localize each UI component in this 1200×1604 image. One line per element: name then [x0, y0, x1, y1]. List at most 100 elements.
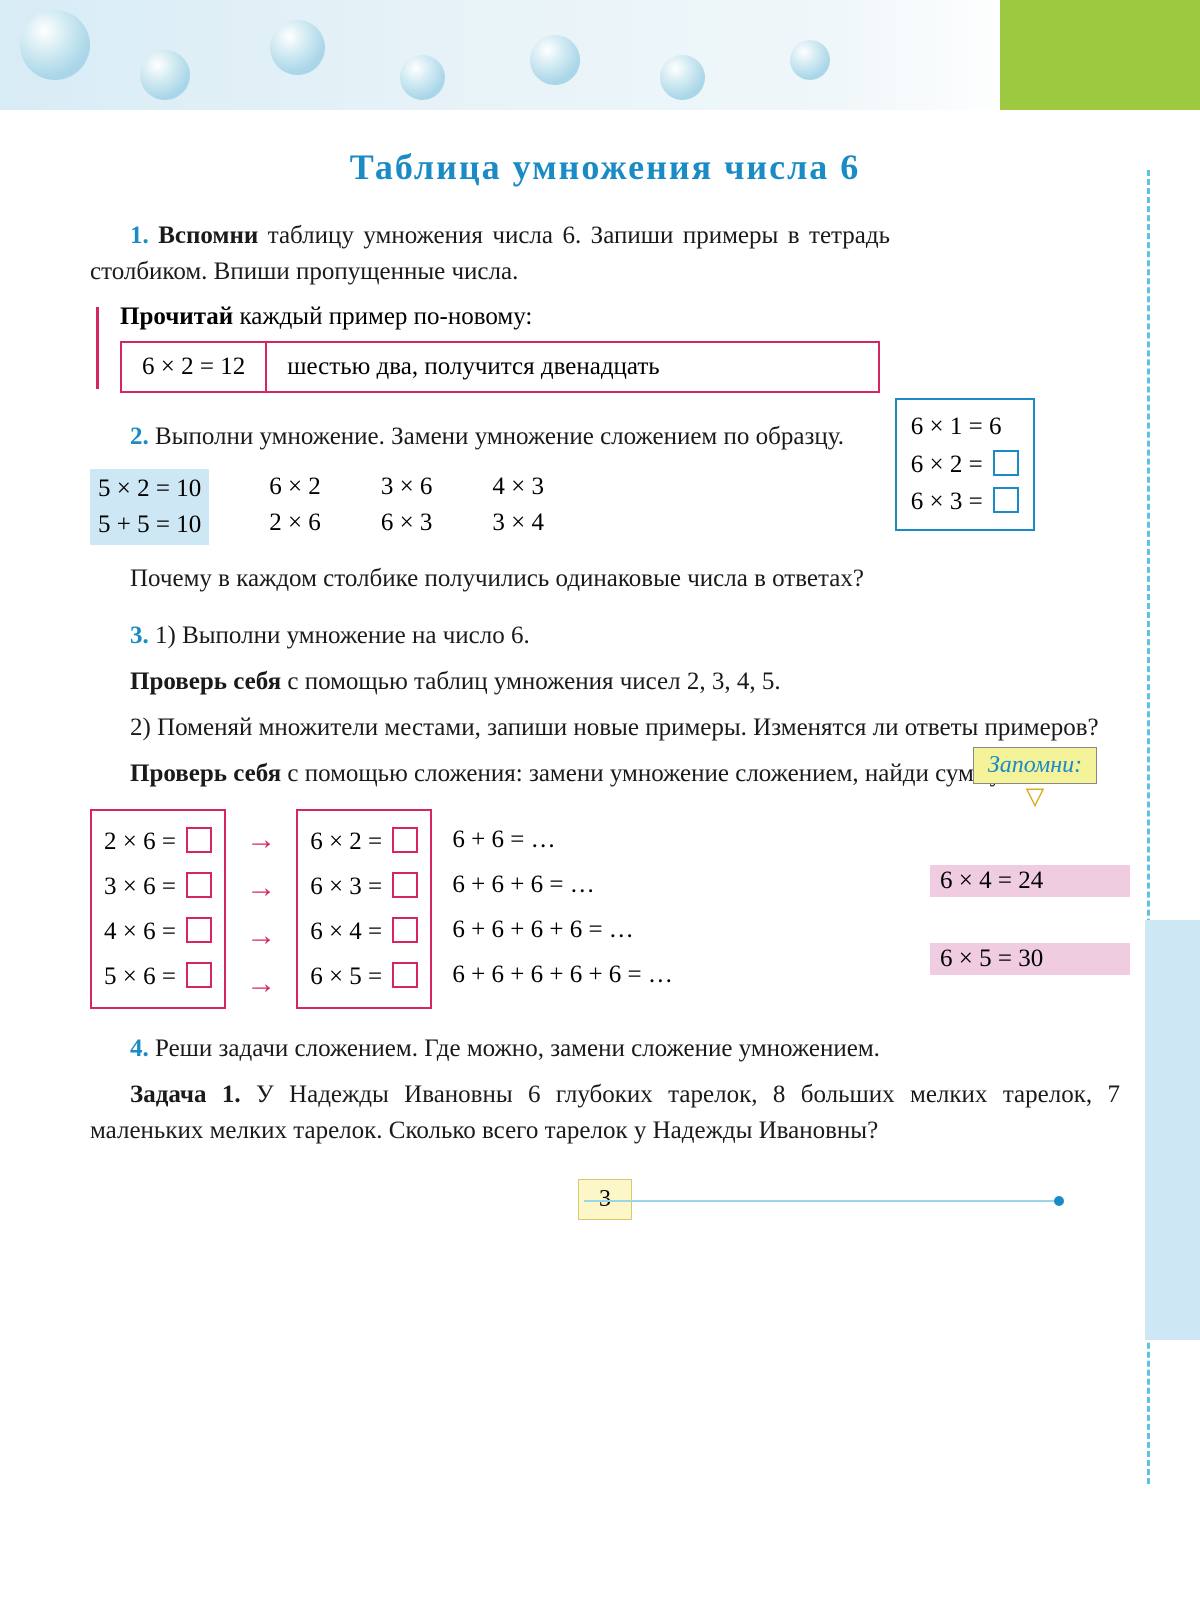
sum-row: 6 + 6 + 6 = …: [452, 862, 673, 907]
remember-label: Запомни:: [973, 747, 1097, 784]
ex2-text: Выполни умножение. Замени умножение слож…: [149, 423, 844, 450]
ex3-left-box: 2 × 6 = 3 × 6 = 4 × 6 = 5 × 6 =: [90, 809, 226, 1009]
deco-ball: [400, 55, 445, 100]
ex1-number: 1.: [130, 222, 149, 249]
page-title: Таблица умножения числа 6: [90, 146, 1120, 188]
table-eq: 6 × 3 =: [911, 488, 989, 515]
ex2-eq: 3 × 4: [492, 505, 544, 541]
ex2-eq: 5 + 5 = 10: [98, 507, 201, 543]
remember-eq: 6 × 5 = 30: [930, 943, 1130, 975]
ex4-task-text: У Надежды Ивановны 6 глубоких тарелок, 8…: [90, 1081, 1120, 1144]
ex3-p1-text: 1) Выполни умножение на число 6.: [149, 622, 530, 649]
ex3-p2: 2) Поменяй множители местами, запиши нов…: [90, 710, 1120, 746]
ex1-intro: 1. Вспомни таблицу умножения числа 6. За…: [90, 218, 890, 291]
right-arrow-icon: →: [246, 817, 276, 864]
ex4-text: Реши задачи сложением. Где можно, замени…: [149, 1035, 880, 1062]
blank-square: [186, 872, 212, 898]
remember-rows: 6 × 4 = 24 6 × 5 = 30: [930, 859, 1130, 981]
ex3-columns: Запомни: ▽ 6 × 4 = 24 6 × 5 = 30 2 × 6 =…: [90, 809, 1120, 1009]
eq: 2 × 6 =: [104, 828, 182, 855]
down-arrow-icon: ▽: [940, 782, 1130, 811]
eq-row: 4 × 6 =: [104, 909, 212, 954]
multiplication-table-box: 6 × 1 = 6 6 × 2 = 6 × 3 =: [895, 398, 1035, 531]
deco-ball: [20, 10, 90, 80]
content-body: Таблица умножения числа 6 1. Вспомни таб…: [0, 110, 1200, 1250]
ex3-check1: Проверь себя с помощью таблиц умножения …: [90, 664, 1120, 700]
ex1-lead-bold: Вспомни: [158, 222, 258, 249]
blank-square: [392, 962, 418, 988]
sum-row: 6 + 6 + 6 + 6 = …: [452, 907, 673, 952]
sum-row: 6 + 6 = …: [452, 817, 673, 862]
read-box-words: шестью два, получится двенадцать: [267, 343, 680, 391]
ex2-col: 3 × 6 6 × 3: [381, 469, 433, 542]
eq-row: 6 × 4 =: [310, 909, 418, 954]
ex2-number: 2.: [130, 423, 149, 450]
eq-row: 6 × 5 =: [310, 954, 418, 999]
ex2-eq: 6 × 2: [269, 469, 321, 505]
page-number-line: [584, 1200, 1060, 1202]
eq: 6 × 5 =: [310, 963, 388, 990]
ex2-eq: 4 × 3: [492, 469, 544, 505]
deco-ball: [140, 50, 190, 100]
eq: 6 × 2 =: [310, 828, 388, 855]
ex4-task: Задача 1. У Надежды Ивановны 6 глубоких …: [90, 1077, 1120, 1150]
deco-ball: [270, 20, 325, 75]
right-arrow-icon: →: [246, 961, 276, 1008]
table-row: 6 × 3 =: [911, 483, 1019, 521]
ex3-check-rest: с помощью таблиц умножения чисел 2, 3, 4…: [281, 668, 781, 695]
ex2-col: 4 × 3 3 × 4: [492, 469, 544, 542]
blank-square: [392, 827, 418, 853]
header-decoration: [0, 0, 1200, 110]
page-number-dot: [1054, 1196, 1064, 1206]
ex2-col-highlighted: 5 × 2 = 10 5 + 5 = 10: [90, 469, 209, 546]
arrow-column: → → → →: [246, 809, 276, 1009]
deco-ball: [660, 55, 705, 100]
blank-square: [392, 872, 418, 898]
ex3-check-bold: Проверь себя: [130, 668, 281, 695]
ex2-eq: 5 × 2 = 10: [98, 471, 201, 507]
read-rest: каждый пример по-новому:: [233, 303, 532, 330]
eq-row: 6 × 2 =: [310, 819, 418, 864]
read-example-box: 6 × 2 = 12 шестью два, получится двенадц…: [120, 341, 880, 393]
ex3-sum-column: 6 + 6 = … 6 + 6 + 6 = … 6 + 6 + 6 + 6 = …: [452, 809, 673, 1005]
blank-square: [392, 917, 418, 943]
eq: 5 × 6 =: [104, 963, 182, 990]
blank-square: [993, 450, 1019, 476]
textbook-page: Таблица умножения числа 6 1. Вспомни таб…: [0, 0, 1200, 1604]
remember-label-block: Запомни: ▽: [940, 747, 1130, 811]
ex4-task-bold: Задача 1.: [130, 1081, 241, 1108]
header-green-block: [1000, 0, 1200, 110]
read-label: Прочитай каждый пример по-новому:: [120, 303, 890, 331]
ex4-intro: 4. Реши задачи сложением. Где можно, зам…: [90, 1031, 1120, 1067]
eq: 6 × 4 =: [310, 918, 388, 945]
sum-row: 6 + 6 + 6 + 6 + 6 = …: [452, 952, 673, 997]
ex2-col: 6 × 2 2 × 6: [269, 469, 321, 542]
ex3-number: 3.: [130, 622, 149, 649]
blank-square: [993, 487, 1019, 513]
deco-ball: [790, 40, 830, 80]
ex2-question: Почему в каждом столбике получились один…: [90, 561, 1120, 597]
spacer: [930, 903, 1130, 937]
ex2-eq: 3 × 6: [381, 469, 433, 505]
table-row: 6 × 2 =: [911, 446, 1019, 484]
ex2-eq: 6 × 3: [381, 505, 433, 541]
right-arrow-icon: →: [246, 913, 276, 960]
ex2-eq: 2 × 6: [269, 505, 321, 541]
read-box-equation: 6 × 2 = 12: [122, 343, 267, 391]
exercise-1: 1. Вспомни таблицу умножения числа 6. За…: [90, 218, 1120, 393]
table-eq: 6 × 2 =: [911, 451, 989, 478]
eq: 6 × 3 =: [310, 873, 388, 900]
eq: 4 × 6 =: [104, 918, 182, 945]
eq-row: 5 × 6 =: [104, 954, 212, 999]
eq-row: 6 × 3 =: [310, 864, 418, 909]
blank-square: [186, 962, 212, 988]
remember-eq: 6 × 4 = 24: [930, 865, 1130, 897]
ex3-mid-box: 6 × 2 = 6 × 3 = 6 × 4 = 6 × 5 =: [296, 809, 432, 1009]
read-bold: Прочитай: [120, 303, 233, 330]
ex3-check2-bold: Проверь себя: [130, 760, 281, 787]
eq-row: 3 × 6 =: [104, 864, 212, 909]
read-instruction-block: Прочитай каждый пример по-новому: 6 × 2 …: [90, 303, 890, 393]
table-eq: 6 × 1 = 6: [911, 413, 1002, 440]
eq-row: 2 × 6 =: [104, 819, 212, 864]
page-number-wrap: 3: [90, 1179, 1120, 1220]
